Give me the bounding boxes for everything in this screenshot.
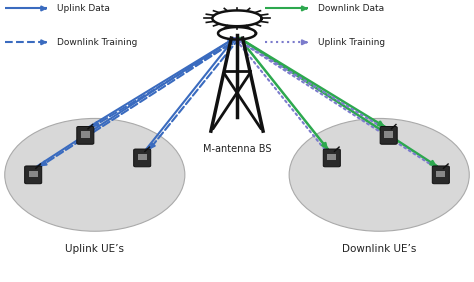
Bar (436, 171, 446, 177)
FancyBboxPatch shape (432, 166, 449, 184)
Text: Downlink UE’s: Downlink UE’s (342, 244, 416, 254)
Bar (81, 131, 90, 138)
FancyBboxPatch shape (380, 126, 397, 144)
Ellipse shape (289, 118, 469, 231)
Bar (137, 154, 147, 160)
Text: Uplink UE’s: Uplink UE’s (65, 244, 124, 254)
FancyBboxPatch shape (25, 166, 42, 184)
FancyBboxPatch shape (134, 149, 151, 167)
Ellipse shape (5, 118, 185, 231)
Bar (28, 171, 38, 177)
Text: Uplink Data: Uplink Data (57, 4, 110, 13)
Text: Uplink Training: Uplink Training (318, 38, 385, 47)
FancyBboxPatch shape (323, 149, 340, 167)
Text: Downlink Data: Downlink Data (318, 4, 384, 13)
Bar (384, 131, 393, 138)
Text: Downlink Training: Downlink Training (57, 38, 137, 47)
Bar (327, 154, 337, 160)
Text: M-antenna BS: M-antenna BS (203, 144, 271, 154)
FancyBboxPatch shape (77, 126, 94, 144)
